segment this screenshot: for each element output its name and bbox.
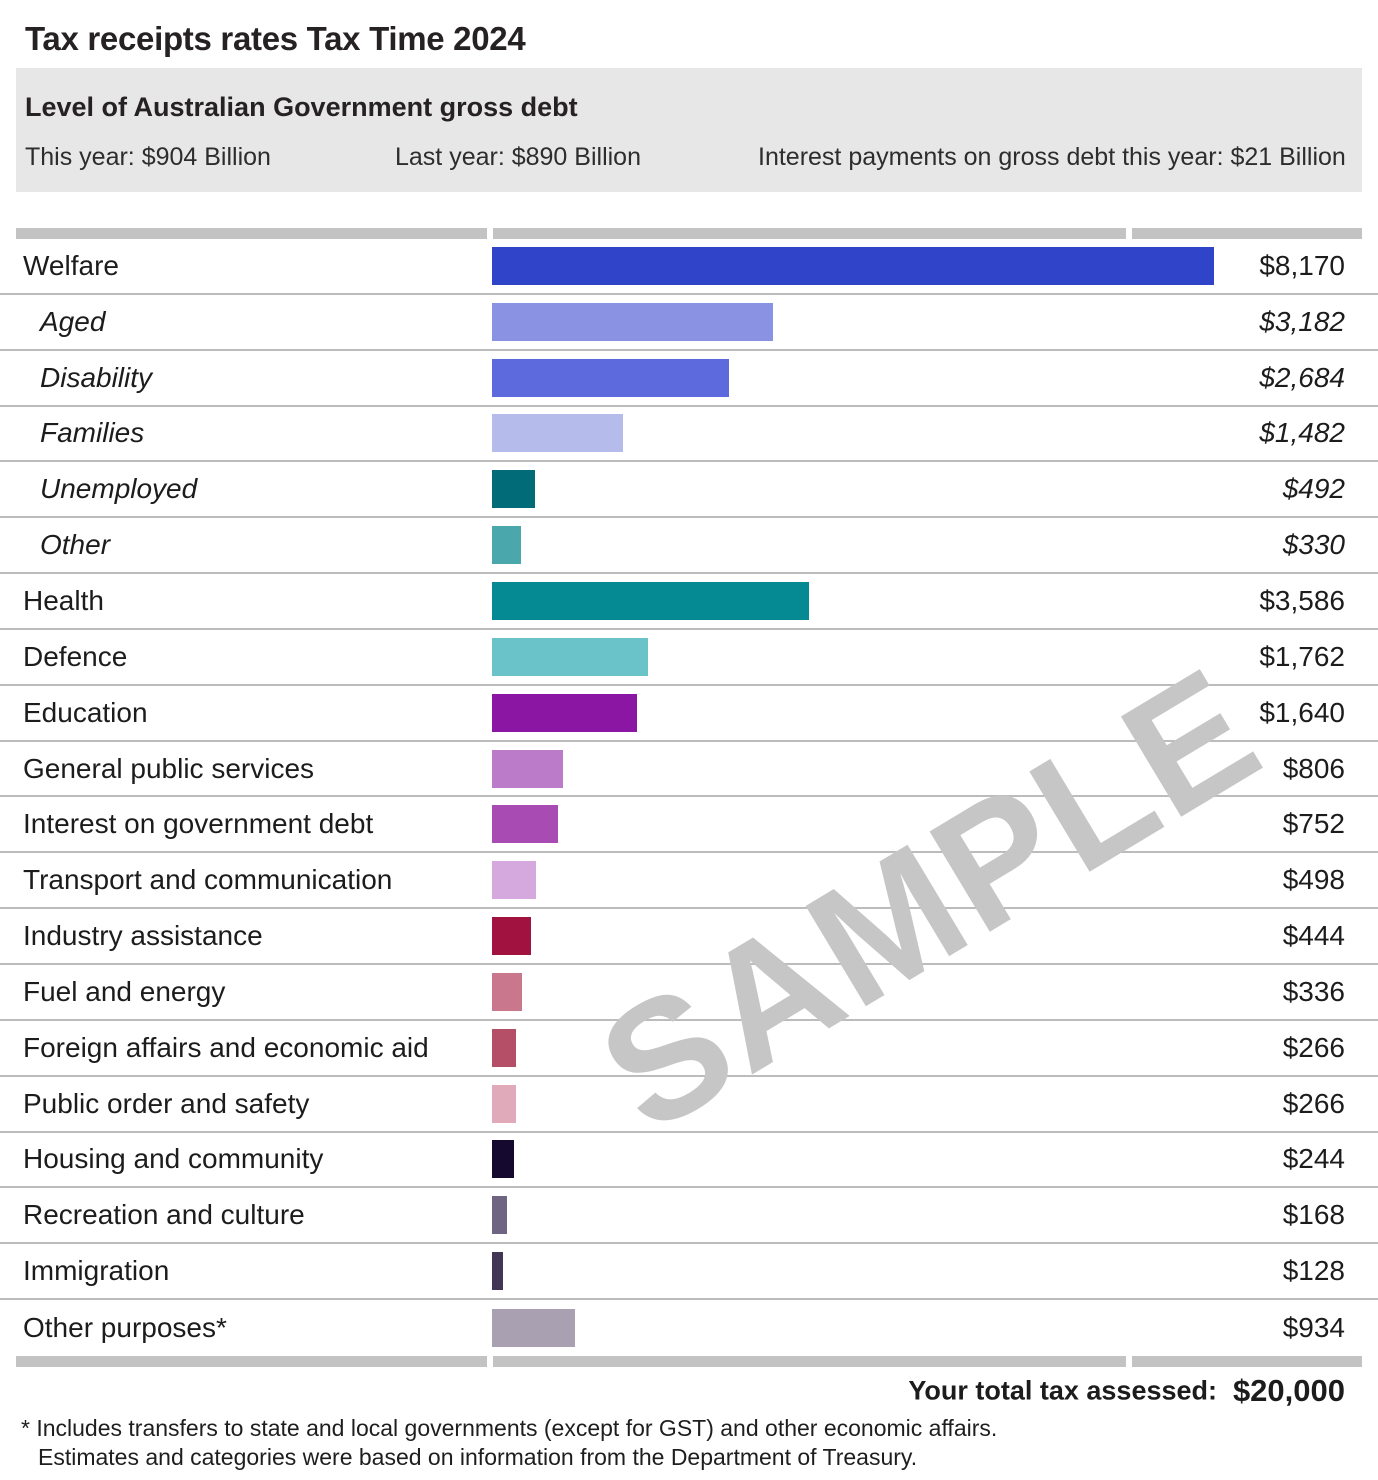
receipt-table: Welfare $8,170 Aged $3,182 Disability $2,684 F… [0,239,1378,1356]
gross-debt-heading: Level of Australian Government gross deb… [25,92,578,122]
table-bottom-border-middle [493,1356,1126,1367]
row-value: $1,482 [1259,417,1345,449]
row-value: $168 [1282,1199,1345,1231]
row-bar [492,861,536,900]
table-row: Transport and communication $498 [0,853,1378,910]
gross-debt-last-year: Last year: $890 Billion [395,143,641,171]
row-bar [492,358,729,397]
row-label: Unemployed [40,473,198,505]
row-label: Foreign affairs and economic aid [23,1031,429,1063]
row-label: Public order and safety [23,1087,310,1119]
row-value: $444 [1282,920,1345,952]
table-row: General public services $806 [0,742,1378,798]
row-label: Transport and communication [23,864,393,896]
table-row: Foreign affairs and economic aid $266 [0,1021,1378,1077]
row-bar [492,972,522,1011]
row-label: Education [23,696,148,728]
row-value: $128 [1282,1255,1345,1287]
row-label: Families [40,417,145,449]
row-label: General public services [23,752,315,784]
row-bar [492,1028,516,1067]
table-top-border-left [16,228,487,239]
table-row: Industry assistance $444 [0,909,1378,965]
row-value: $336 [1282,975,1345,1007]
footnote-line-1: * Includes transfers to state and local … [21,1415,998,1441]
row-label: Recreation and culture [23,1199,305,1231]
row-value: $1,762 [1259,640,1345,672]
row-label: Aged [40,305,106,337]
row-bar [492,1140,514,1179]
row-bar [492,749,563,788]
table-row: Immigration $128 [0,1244,1378,1301]
gross-debt-interest: Interest payments on gross debt this yea… [758,143,1346,171]
row-label: Disability [40,361,153,393]
row-value: $2,684 [1259,361,1345,393]
row-label: Industry assistance [23,920,263,952]
row-bar [492,526,521,565]
table-row: Recreation and culture $168 [0,1188,1378,1245]
row-bar [492,1308,575,1347]
row-bar [492,693,637,732]
table-row: Aged $3,182 [0,295,1378,351]
row-bar [492,414,623,453]
total-label: Your total tax assessed: [908,1375,1217,1406]
row-value: $3,182 [1259,305,1345,337]
row-label: Fuel and energy [23,975,226,1007]
page-title: Tax receipts rates Tax Time 2024 [25,20,526,57]
table-row: Fuel and energy $336 [0,965,1378,1021]
row-bar [492,637,648,676]
table-row: Disability $2,684 [0,351,1378,407]
table-row: Defence $1,762 [0,630,1378,686]
table-top-border-right [1132,228,1362,239]
row-label: Welfare [23,249,119,281]
row-bar [492,246,1214,285]
row-bar [492,1084,516,1123]
row-value: $934 [1282,1311,1345,1343]
row-value: $498 [1282,864,1345,896]
table-row: Welfare $8,170 [0,239,1378,295]
row-label: Housing and community [23,1143,324,1175]
row-value: $752 [1282,808,1345,840]
table-top-border-middle [493,228,1126,239]
row-label: Immigration [23,1255,170,1287]
footnote-line-2: Estimates and categories were based on i… [38,1444,918,1470]
row-bar [492,302,773,341]
total-value: $20,000 [1232,1373,1345,1408]
table-bottom-border-right [1132,1356,1362,1367]
gross-debt-panel: Level of Australian Government gross deb… [16,68,1362,192]
table-row: Families $1,482 [0,407,1378,463]
row-value: $266 [1282,1031,1345,1063]
table-row: Interest on government debt $752 [0,797,1378,854]
row-bar [492,805,558,844]
gross-debt-this-year: This year: $904 Billion [25,143,271,171]
row-bar [492,470,535,509]
table-row: Health $3,586 [0,574,1378,630]
row-value: $3,586 [1259,584,1345,616]
row-value: $330 [1282,529,1345,561]
table-row: Public order and safety $266 [0,1077,1378,1133]
table-row: Unemployed $492 [0,462,1378,519]
row-label: Interest on government debt [23,808,374,840]
row-label: Other purposes* [23,1311,227,1343]
table-row: Education $1,640 [0,686,1378,742]
row-value: $266 [1282,1087,1345,1119]
row-value: $8,170 [1259,249,1345,281]
row-bar [492,581,809,620]
row-bar [492,1196,507,1235]
row-value: $1,640 [1259,696,1345,728]
row-label: Other [40,529,111,561]
table-row: Other purposes* $934 [0,1300,1378,1356]
footnote: * Includes transfers to state and local … [21,1414,997,1472]
table-row: Other $330 [0,518,1378,575]
row-label: Defence [23,640,128,672]
table-row: Housing and community $244 [0,1133,1378,1189]
row-value: $492 [1282,473,1345,505]
table-bottom-border-left [16,1356,487,1367]
row-label: Health [23,584,104,616]
row-bar [492,1252,503,1291]
row-value: $806 [1282,752,1345,784]
row-value: $244 [1282,1143,1345,1175]
total-row: Your total tax assessed: $20,000 [0,1371,1378,1411]
row-bar [492,917,531,956]
